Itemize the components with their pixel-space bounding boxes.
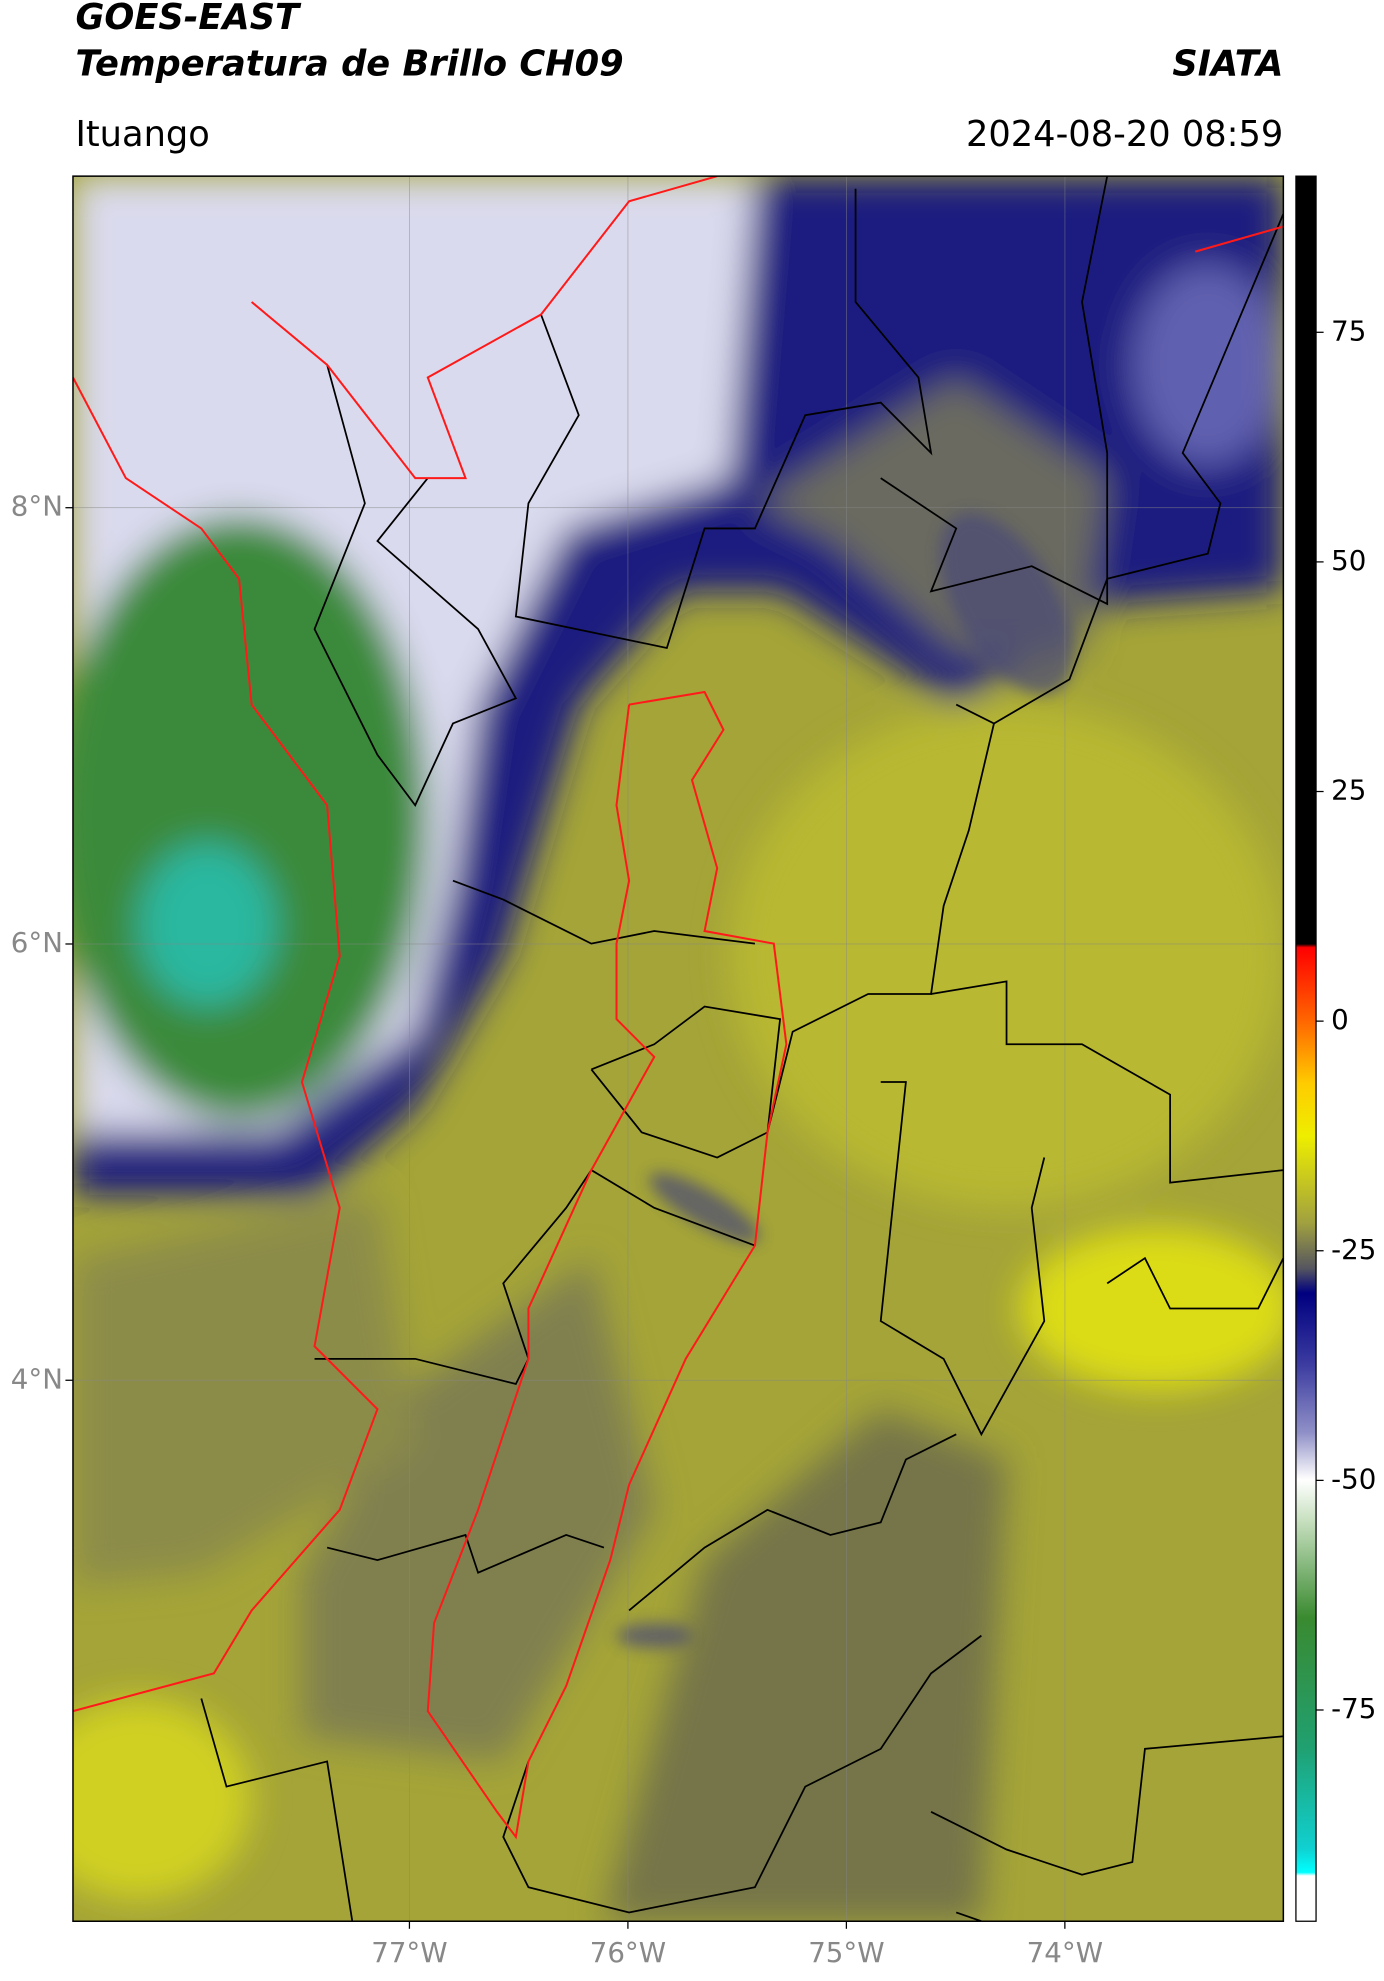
coastline-borders — [72, 176, 1284, 1840]
colorbar-tick-label: 50 — [1331, 544, 1366, 577]
grid — [72, 176, 1284, 1922]
colorbar: -75 -50 -25 0 25 50 75 — [1295, 175, 1376, 1922]
y-tick-label: 8°N — [11, 490, 63, 523]
colorbar-scale — [1295, 175, 1317, 1922]
source: SIATA — [1172, 43, 1283, 84]
timestamp: 2024-08-20 08:59 — [966, 114, 1283, 155]
colorbar-tick-label: -75 — [1331, 1692, 1376, 1725]
map-field — [72, 176, 1284, 1922]
x-tick-label: 76°W — [590, 1936, 666, 1969]
location: Ituango — [75, 114, 209, 155]
title-line: Temperatura de Brillo CH09 — [75, 43, 623, 84]
colorbar-tick-label: 25 — [1331, 774, 1366, 807]
y-tick-label: 4°N — [11, 1362, 63, 1395]
map-frame — [72, 175, 1285, 1922]
colorbar-tick-label: 75 — [1331, 314, 1366, 347]
y-tick-label: 6°N — [11, 926, 63, 959]
colorbar-tick-label: 0 — [1331, 1003, 1349, 1036]
admin-borders — [200, 176, 1284, 1922]
colorbar-tick-label: -25 — [1331, 1233, 1376, 1266]
x-tick-label: 74°W — [1027, 1936, 1103, 1969]
x-tick-label: 75°W — [808, 1936, 884, 1969]
colorbar-tick-label: -50 — [1331, 1462, 1376, 1495]
x-tick-label: 77°W — [371, 1936, 447, 1969]
title-line: GOES-EAST — [75, 0, 302, 38]
